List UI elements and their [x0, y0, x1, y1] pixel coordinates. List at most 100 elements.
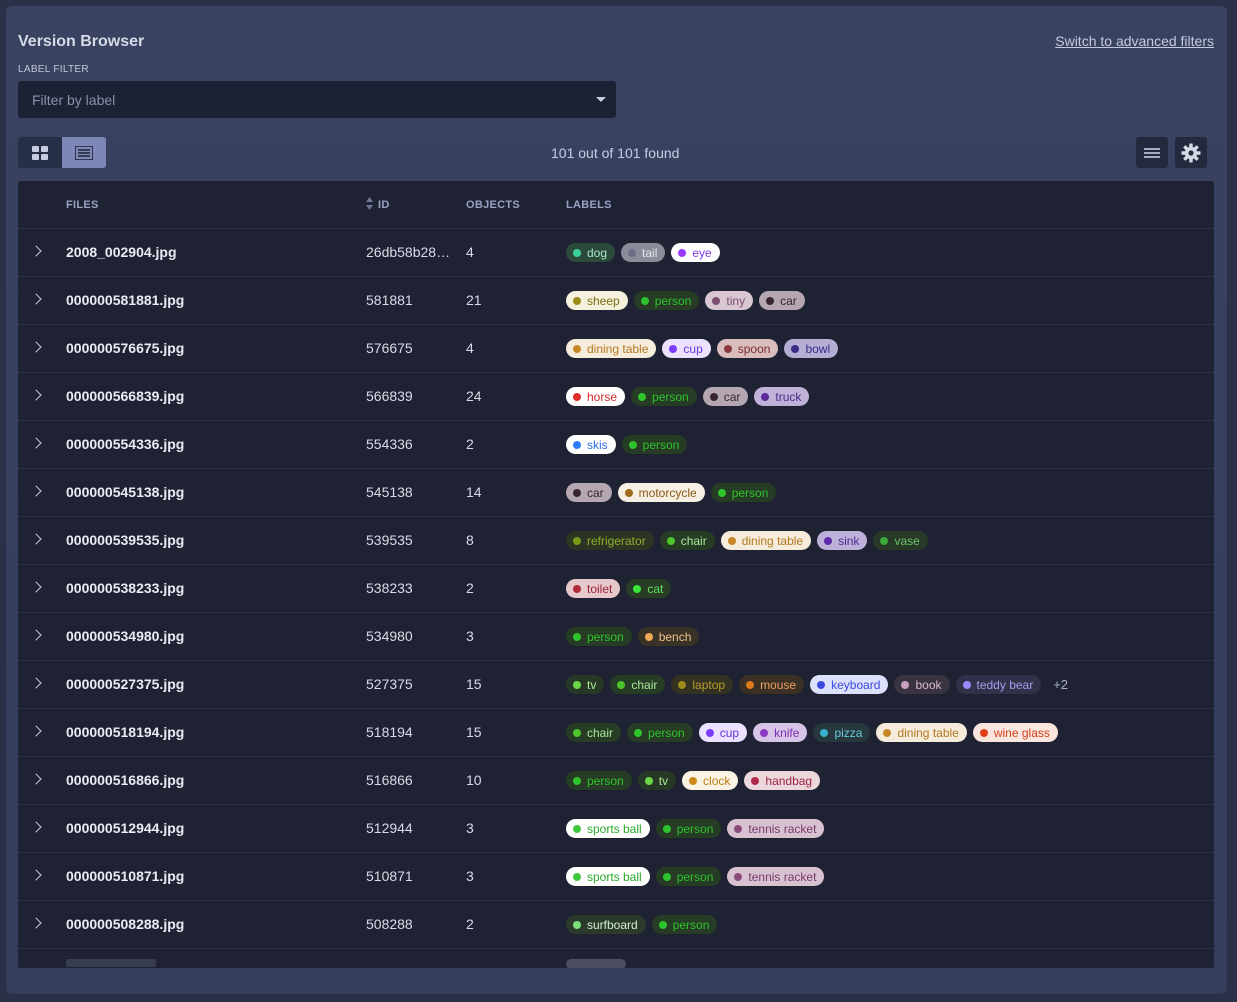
label-tag[interactable]: clock — [682, 771, 739, 790]
label-tag[interactable]: tail — [621, 243, 666, 262]
label-tag[interactable]: tennis racket — [727, 867, 825, 886]
more-labels-count[interactable]: +2 — [1053, 677, 1069, 692]
label-tag[interactable]: car — [759, 291, 805, 310]
table-row[interactable]: 000000566839.jpg 566839 24 horse person car tr… — [18, 373, 1214, 421]
label-tag[interactable]: chair — [566, 723, 622, 742]
label-tag[interactable]: person — [566, 771, 632, 790]
label-tag[interactable]: refrigerator — [566, 531, 654, 550]
label-tag[interactable]: tv — [637, 771, 677, 790]
table-row[interactable]: 000000534980.jpg 534980 3 person bench — [18, 613, 1214, 661]
label-tag[interactable]: sheep — [566, 291, 628, 310]
chevron-right-icon[interactable] — [30, 485, 42, 497]
label-tag[interactable]: person — [710, 483, 777, 502]
label-tag[interactable]: skis — [566, 435, 616, 454]
table-row[interactable]: 000000545138.jpg 545138 14 car motorcycle per… — [18, 469, 1214, 517]
label-tag[interactable]: cat — [626, 579, 672, 598]
label-tag[interactable]: pizza — [813, 723, 871, 742]
chevron-right-icon[interactable] — [30, 533, 42, 545]
chevron-right-icon[interactable] — [30, 437, 42, 449]
label-tag[interactable]: cup — [662, 339, 711, 358]
grid-view-button[interactable] — [18, 137, 62, 168]
table-row[interactable]: 2008_002904.jpg 26db58b28… 4 dog tail eye — [18, 229, 1214, 277]
label-tag[interactable]: mouse — [739, 675, 805, 694]
table-row[interactable]: 000000518194.jpg 518194 15 chair person cup kn… — [18, 709, 1214, 757]
label-tag[interactable]: dining table — [720, 531, 812, 550]
label-tag[interactable]: horse — [566, 387, 626, 406]
column-header-objects[interactable]: OBJECTS — [466, 199, 521, 211]
label-tag[interactable]: knife — [753, 723, 808, 742]
label-tag[interactable]: tiny — [705, 291, 754, 310]
label-tag[interactable]: person — [651, 915, 718, 934]
label-tag[interactable]: motorcycle — [617, 483, 705, 502]
table-row[interactable]: 000000510871.jpg 510871 3 sports ball person… — [18, 853, 1214, 901]
chevron-right-icon[interactable] — [30, 389, 42, 401]
chevron-right-icon[interactable] — [30, 245, 42, 257]
label-tag[interactable]: car — [702, 387, 749, 406]
column-header-files[interactable]: FILES — [66, 199, 99, 211]
advanced-filters-link[interactable]: Switch to advanced filters — [1055, 33, 1214, 49]
label-tag[interactable]: laptop — [671, 675, 734, 694]
chevron-right-icon[interactable] — [30, 677, 42, 689]
label-tag[interactable]: car — [566, 483, 612, 502]
label-tag[interactable]: person — [655, 819, 722, 838]
label-tag[interactable]: wine glass — [972, 723, 1058, 742]
table-row-partial[interactable] — [18, 949, 1214, 968]
label-tag[interactable]: dining table — [566, 339, 657, 358]
label-tag[interactable]: handbag — [744, 771, 821, 790]
chevron-right-icon[interactable] — [30, 773, 42, 785]
columns-menu-button[interactable] — [1136, 137, 1168, 168]
column-header-id[interactable]: ID — [378, 199, 390, 211]
table-row[interactable]: 000000512944.jpg 512944 3 sports ball person… — [18, 805, 1214, 853]
label-tag[interactable]: teddy bear — [955, 675, 1042, 694]
label-filter-input[interactable] — [18, 81, 606, 118]
label-tag[interactable]: dining table — [876, 723, 967, 742]
label-tag[interactable]: tennis racket — [727, 819, 825, 838]
table-row[interactable]: 000000554336.jpg 554336 2 skis person — [18, 421, 1214, 469]
table-row[interactable]: 000000527375.jpg 527375 15 tv chair laptop mou… — [18, 661, 1214, 709]
label-tag[interactable]: sports ball — [566, 819, 650, 838]
label-tag[interactable]: book — [894, 675, 950, 694]
label-tag[interactable]: toilet — [566, 579, 621, 598]
label-tag[interactable]: chair — [610, 675, 666, 694]
settings-button[interactable] — [1175, 137, 1207, 168]
label-tag[interactable]: person — [566, 627, 632, 646]
label-filter-dropdown[interactable] — [18, 81, 616, 118]
label-tag[interactable]: person — [633, 291, 700, 310]
label-tag[interactable]: person — [655, 867, 722, 886]
label-tag[interactable]: bowl — [784, 339, 839, 358]
column-header-labels[interactable]: LABELS — [566, 199, 612, 211]
table-row[interactable]: 000000539535.jpg 539535 8 refrigerator chair… — [18, 517, 1214, 565]
label-tag[interactable]: person — [621, 435, 688, 454]
chevron-right-icon[interactable] — [30, 725, 42, 737]
table-row[interactable]: 000000576675.jpg 576675 4 dining table cup sp… — [18, 325, 1214, 373]
sort-icon[interactable] — [366, 197, 373, 215]
table-row[interactable]: 000000516866.jpg 516866 10 person tv clock han… — [18, 757, 1214, 805]
chevron-right-icon[interactable] — [30, 581, 42, 593]
label-tag[interactable]: spoon — [716, 339, 779, 358]
label-tag[interactable]: bench — [637, 627, 700, 646]
label-tag[interactable]: eye — [671, 243, 720, 262]
chevron-right-icon[interactable] — [30, 917, 42, 929]
label-tag[interactable]: chair — [659, 531, 715, 550]
label-tag[interactable]: vase — [873, 531, 928, 550]
label-tag[interactable]: person — [631, 387, 697, 406]
chevron-right-icon[interactable] — [30, 293, 42, 305]
label-tag[interactable]: keyboard — [810, 675, 889, 694]
table-row[interactable]: 000000538233.jpg 538233 2 toilet cat — [18, 565, 1214, 613]
label-tag[interactable]: cup — [698, 723, 748, 742]
label-tag[interactable]: dog — [566, 243, 616, 262]
label-tag[interactable]: surfboard — [566, 915, 646, 934]
label-tag[interactable]: sink — [817, 531, 868, 550]
chevron-right-icon[interactable] — [30, 341, 42, 353]
table-row[interactable]: 000000581881.jpg 581881 21 sheep person tiny c… — [18, 277, 1214, 325]
label-tag[interactable]: truck — [754, 387, 810, 406]
chevron-right-icon[interactable] — [30, 629, 42, 641]
table-row[interactable]: 000000508288.jpg 508288 2 surfboard person — [18, 901, 1214, 949]
list-view-button[interactable] — [62, 137, 106, 168]
chevron-right-icon[interactable] — [30, 821, 42, 833]
chevron-right-icon[interactable] — [30, 869, 42, 881]
label-tag[interactable]: tv — [566, 675, 605, 694]
label-tag[interactable]: person — [627, 723, 693, 742]
label-tag[interactable]: sports ball — [566, 867, 650, 886]
chevron-down-icon[interactable] — [596, 97, 606, 102]
